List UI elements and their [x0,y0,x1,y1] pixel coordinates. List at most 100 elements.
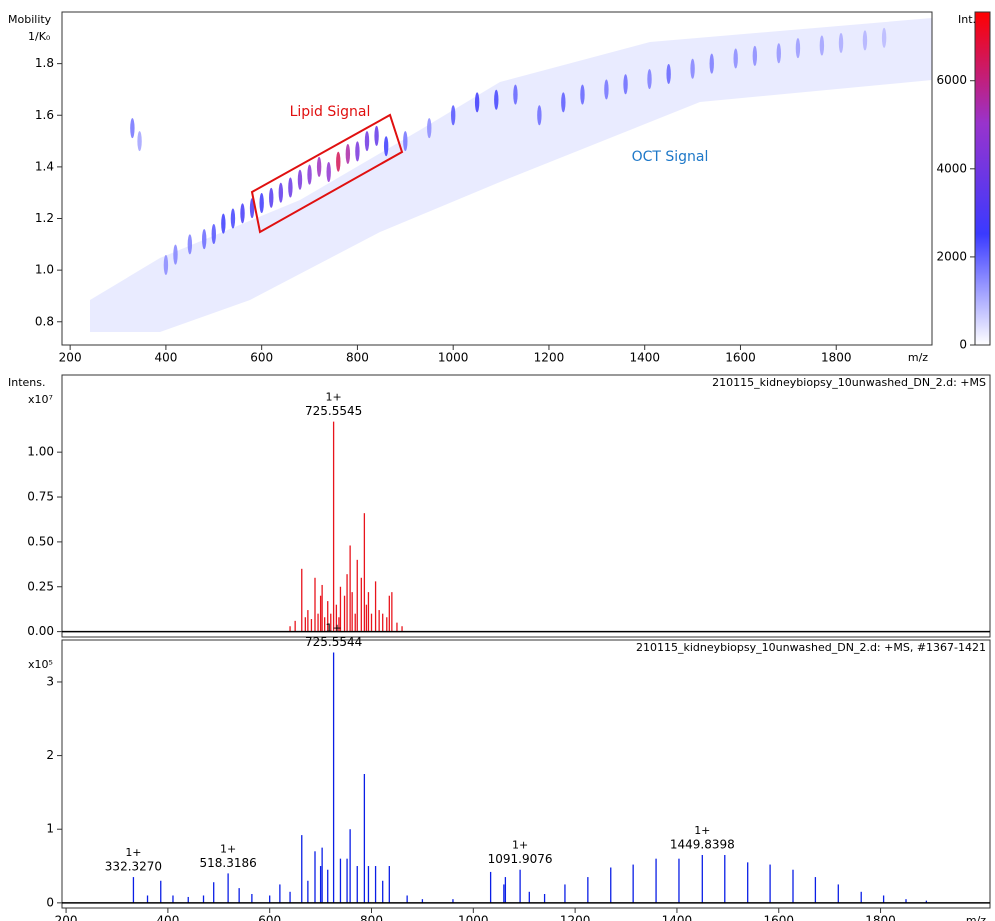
peak-label: 1091.9076 [488,852,553,866]
ion-feature [288,177,293,198]
y-tick-label: 1.2 [35,211,54,225]
ion-feature [230,208,236,229]
ion-feature [838,32,844,53]
y-tick-label: 2 [46,748,54,762]
peak-charge: 1+ [325,622,341,635]
colorbar [974,11,991,346]
ion-feature [666,63,671,84]
ion-feature [173,244,178,265]
plot-frame [61,11,933,346]
y-tick-label: 1.0 [35,263,54,277]
ion-feature [187,234,193,255]
y-axis-label: Mobility [8,13,52,26]
colorbar-label: Int. [958,13,976,26]
y-tick-label: 0.50 [27,534,54,548]
x-tick-label: 1400 [662,914,693,921]
x-tick-label: 1200 [560,914,591,921]
x-tick-label: 600 [258,914,281,921]
ion-feature [427,118,432,139]
peak-label: 518.3186 [199,856,256,870]
ion-feature [364,131,370,152]
peak-label: 725.5545 [305,404,362,418]
x-tick-label: 600 [250,351,273,365]
ion-feature [240,203,245,224]
ion-feature [752,45,758,66]
ion-feature [819,35,825,56]
x-tick-label: 1400 [629,351,660,365]
ion-feature [221,213,226,234]
ion-feature [709,53,714,74]
y-tick-label: 1.6 [35,108,54,122]
colorbar-tick-label: 0 [959,338,967,352]
ion-feature [494,89,499,110]
colorbar-tick-label: 2000 [936,249,967,263]
y-tick-label: 0 [46,895,54,909]
ion-feature [537,105,542,126]
ion-feature [355,141,360,162]
ion-feature [403,131,408,152]
ion-feature [733,48,738,69]
ion-feature [249,198,255,219]
ion-feature [307,164,312,185]
ion-feature [580,84,585,105]
colorbar-tick-label: 6000 [936,73,967,87]
y-axis-unit: x10⁵ [28,658,53,671]
ion-feature [881,27,887,48]
ion-feature [374,125,379,146]
signal-haze [90,18,932,332]
x-tick-label: 1000 [438,351,469,365]
x-tick-label: 800 [346,351,369,365]
ion-feature [269,187,274,208]
ion-feature [211,224,216,244]
y-tick-label: 1.4 [35,159,54,173]
x-tick-label: 1800 [865,914,896,921]
x-axis-label: m/z [908,351,928,364]
ion-feature [383,136,389,157]
ion-feature [202,229,207,250]
ion-feature [604,79,609,100]
ion-feature [297,169,303,190]
ion-feature [316,156,322,177]
ion-feature [336,151,341,172]
ion-feature [647,69,652,90]
y-axis-unit: x10⁷ [28,393,53,406]
peak-charge: 1+ [512,839,528,852]
x-tick-label: 400 [156,914,179,921]
ion-feature [795,38,801,59]
y-axis-unit: 1/K₀ [28,30,51,43]
ion-feature [690,58,695,79]
ion-feature [130,118,135,139]
x-tick-label: 200 [59,351,82,365]
x-axis-label: m/z [966,914,986,921]
x-tick-label: 1600 [725,351,756,365]
y-tick-label: 0.75 [27,490,54,504]
plot-frame [61,374,991,638]
peak-label: 1449.8398 [670,837,735,851]
ion-feature [450,105,456,126]
spectrum-title: 210115_kidneybiopsy_10unwashed_DN_2.d: +… [636,641,986,654]
ion-feature [862,30,868,51]
ion-feature [163,254,169,275]
spectrum-title: 210115_kidneybiopsy_10unwashed_DN_2.d: +… [712,376,986,389]
ion-feature [326,162,331,183]
y-tick-label: 1.8 [35,56,54,70]
y-tick-label: 0.25 [27,579,54,593]
peak-charge: 1+ [220,842,236,855]
ion-feature [137,131,142,152]
x-tick-label: 1800 [821,351,852,365]
annotation: OCT Signal [632,149,709,165]
plot-frame [61,639,991,909]
ion-feature [623,74,628,95]
peak-charge: 1+ [125,846,141,859]
ion-feature [259,193,264,214]
peak-label: 332.3270 [105,860,162,874]
x-tick-label: 1200 [534,351,565,365]
ion-feature [513,84,518,105]
y-tick-label: 3 [46,674,54,688]
annotation: Lipid Signal [290,104,371,120]
x-tick-label: 200 [55,914,78,921]
y-tick-label: 1 [46,822,54,836]
x-tick-label: 800 [360,914,383,921]
x-tick-label: 400 [154,351,177,365]
peak-charge: 1+ [694,824,710,837]
